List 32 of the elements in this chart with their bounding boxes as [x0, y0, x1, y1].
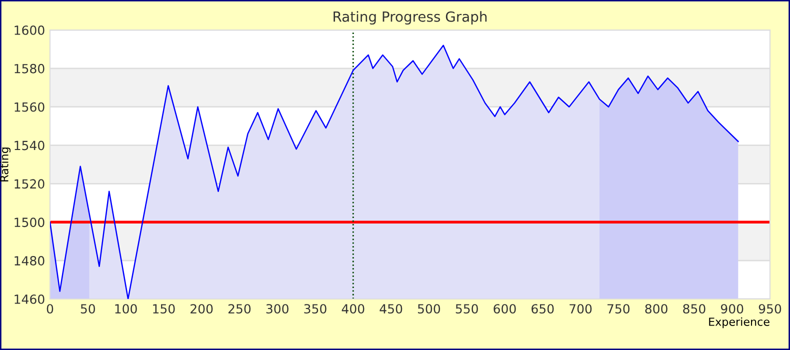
y-tick-label: 1600	[14, 25, 44, 35]
x-tick-label: 400	[342, 304, 364, 314]
y-tick-label: 1500	[14, 218, 44, 228]
x-tick-label: 600	[494, 304, 516, 314]
x-tick-label: 100	[115, 304, 137, 314]
y-tick-label: 1540	[14, 140, 44, 150]
x-axis-title: Experience	[709, 317, 770, 328]
x-tick-label: 800	[645, 304, 668, 314]
y-tick-label: 1560	[14, 102, 44, 112]
y-tick-label: 1580	[14, 64, 44, 74]
x-tick-label: 650	[532, 304, 554, 314]
y-tick-label: 1460	[14, 294, 44, 304]
x-tick-label: 250	[228, 304, 251, 314]
y-tick-label: 1480	[14, 256, 44, 266]
x-tick-label: 700	[570, 304, 592, 314]
x-tick-label: 900	[720, 304, 744, 314]
x-tick-label: 450	[380, 304, 402, 314]
x-tick-label: 0	[46, 304, 54, 314]
x-tick-label: 50	[80, 304, 96, 314]
x-tick-label: 300	[266, 304, 288, 314]
x-tick-label: 950	[758, 304, 782, 314]
x-tick-label: 750	[608, 304, 630, 314]
line-series	[50, 44, 739, 299]
y-tick-label: 1520	[14, 179, 44, 189]
y-axis-title: Rating	[0, 148, 11, 182]
x-tick-label: 500	[418, 304, 440, 314]
x-tick-label: 150	[153, 304, 175, 314]
x-tick-label: 200	[190, 304, 213, 314]
x-tick-label: 350	[304, 304, 326, 314]
chart-title: Rating Progress Graph	[334, 11, 487, 25]
x-tick-label: 550	[456, 304, 478, 314]
x-tick-label: 850	[683, 304, 706, 314]
